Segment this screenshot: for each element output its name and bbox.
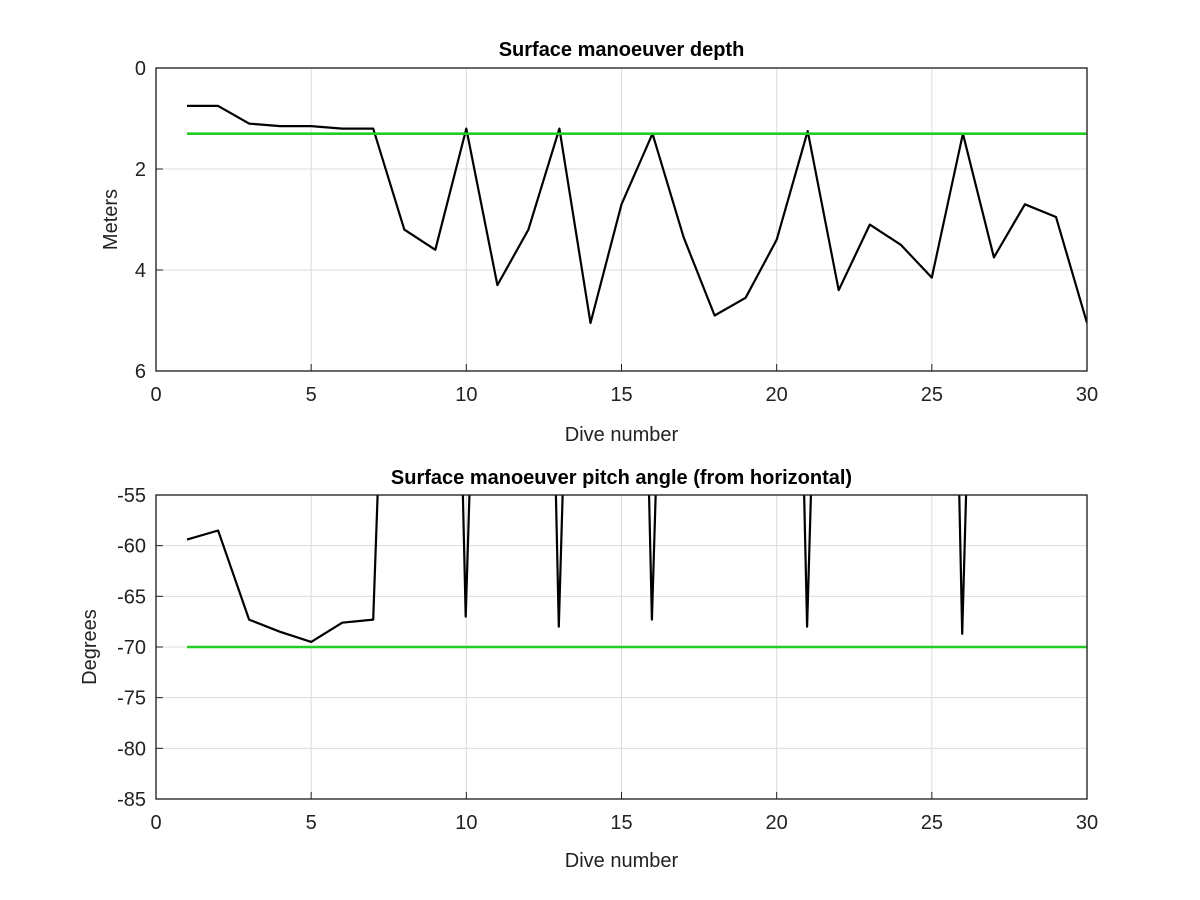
series-group — [187, 104, 1087, 325]
x-tick-label: 20 — [766, 384, 788, 406]
y-tick-label: -70 — [117, 637, 146, 659]
x-tick-label: 5 — [306, 384, 317, 406]
x-tick-label: 10 — [455, 812, 477, 834]
x-tick-label: 20 — [766, 812, 788, 834]
series-line — [554, 495, 564, 628]
y-axis-label: Meters — [100, 189, 122, 250]
pitch-angle-chart: 0 5 10 15 20 25 30 -55 -60 -65 -70 -75 -80 -85 Surface… — [79, 467, 1098, 872]
x-axis-label: Dive number — [565, 850, 679, 872]
x-tick-label: 25 — [921, 384, 943, 406]
x-tick-label: 0 — [150, 812, 161, 834]
x-tick-label: 30 — [1076, 384, 1098, 406]
axes-box — [155, 494, 1088, 800]
x-axis-label: Dive number — [565, 424, 679, 446]
x-tick-label: 5 — [306, 812, 317, 834]
x-tick-label: 15 — [610, 384, 632, 406]
y-tick-label: -60 — [117, 536, 146, 558]
series-line — [187, 104, 1087, 325]
y-tick-label: -75 — [117, 688, 146, 710]
y-tick-label: -85 — [117, 789, 146, 811]
chart-title: Surface manoeuver depth — [499, 39, 745, 61]
x-tick-label: 30 — [1076, 812, 1098, 834]
series-line — [958, 495, 968, 635]
series-line — [803, 495, 813, 628]
y-tick-label: 0 — [135, 58, 146, 80]
y-axis-label: Degrees — [79, 609, 101, 685]
x-tick-label: 25 — [921, 812, 943, 834]
x-tick-label: 10 — [455, 384, 477, 406]
x-tick-label: 15 — [610, 812, 632, 834]
y-tick-label: -55 — [117, 485, 146, 507]
y-tick-label: 2 — [135, 159, 146, 181]
depth-chart: 0 5 10 15 20 25 30 0 2 4 6 Surface manoeuver depth D… — [100, 39, 1098, 446]
series-line — [186, 495, 379, 644]
y-tick-label: 4 — [135, 260, 146, 282]
series-line — [647, 495, 657, 621]
y-tick-label: -65 — [117, 586, 146, 608]
axes-box — [155, 67, 1088, 372]
chart-title: Surface manoeuver pitch angle (from hori… — [391, 467, 852, 489]
x-tick-label: 0 — [150, 384, 161, 406]
y-tick-label: 6 — [135, 361, 146, 383]
series-line — [461, 495, 471, 618]
y-tick-label: -80 — [117, 738, 146, 760]
series-group — [186, 495, 1087, 649]
